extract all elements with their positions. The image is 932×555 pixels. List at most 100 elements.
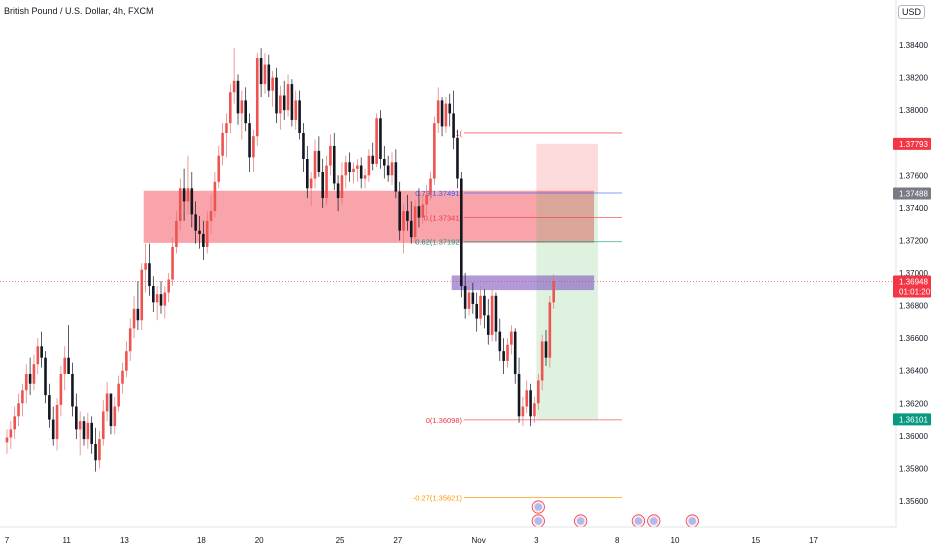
plot-area[interactable] [0,0,896,527]
candle-body[interactable] [136,308,140,321]
candle-body[interactable] [313,150,317,179]
candle-body[interactable] [182,188,186,202]
candle-body[interactable] [290,84,294,120]
candle-body[interactable] [178,188,182,221]
candle-body[interactable] [425,194,428,205]
candle-body[interactable] [202,233,205,247]
candle-body[interactable] [483,295,486,316]
candle-body[interactable] [498,331,502,352]
candle-body[interactable] [406,211,409,221]
candle-body[interactable] [90,422,93,444]
candle-body[interactable] [479,295,482,319]
candle-body[interactable] [205,220,209,247]
candle-body[interactable] [537,380,540,404]
candle-body[interactable] [325,165,328,199]
candle-body[interactable] [13,416,16,430]
candle-body[interactable] [40,346,43,358]
candle-body[interactable] [190,188,194,215]
candle-body[interactable] [78,421,82,430]
candle-body[interactable] [444,103,448,127]
candle-body[interactable] [529,390,532,417]
candle-body[interactable] [17,403,20,417]
candle-body[interactable] [152,286,155,303]
candle-body[interactable] [367,155,371,176]
candle-body[interactable] [198,230,201,234]
candle-body[interactable] [306,159,309,189]
candle-body[interactable] [463,286,467,309]
candle-body[interactable] [302,132,305,159]
candle-body[interactable] [409,220,413,238]
candle-body[interactable] [371,155,375,164]
candle-body[interactable] [163,292,167,306]
candle-body[interactable] [456,137,459,179]
candle-body[interactable] [225,123,228,133]
candle-body[interactable] [48,395,51,420]
candle-body[interactable] [332,145,336,184]
candle-body[interactable] [21,390,24,404]
candle-body[interactable] [317,150,321,173]
candle-body[interactable] [63,357,67,374]
candle-body[interactable] [510,331,513,345]
candle-body[interactable] [5,437,9,443]
candle-body[interactable] [348,162,351,173]
candle-body[interactable] [252,136,255,158]
candle-body[interactable] [525,390,529,407]
candle-body[interactable] [517,373,521,417]
candle-body[interactable] [155,294,159,303]
candle-body[interactable] [298,100,301,133]
candle-body[interactable] [375,118,378,164]
candle-body[interactable] [36,346,40,365]
currency-button[interactable]: USD [898,5,926,19]
candle-body[interactable] [82,421,86,440]
candle-body[interactable] [386,165,390,176]
candle-body[interactable] [159,294,163,306]
candle-body[interactable] [263,64,267,85]
candle-body[interactable] [490,295,494,335]
candle-body[interactable] [44,357,47,396]
candle-body[interactable] [309,178,313,189]
candle-body[interactable] [486,315,490,335]
candle-body[interactable] [109,393,113,427]
candle-body[interactable] [402,211,405,231]
candle-body[interactable] [132,308,136,329]
candle-body[interactable] [94,444,97,461]
candle-body[interactable] [75,406,78,430]
candle-body[interactable] [417,206,421,218]
candle-body[interactable] [394,162,398,192]
candle-body[interactable] [113,406,117,427]
candle-body[interactable] [552,281,555,303]
candle-body[interactable] [421,204,425,218]
candle-body[interactable] [167,279,170,293]
candle-body[interactable] [467,292,471,309]
candle-body[interactable] [540,341,544,381]
candle-body[interactable] [140,269,144,321]
candle-body[interactable] [294,100,298,120]
candle-body[interactable] [213,181,217,212]
candle-body[interactable] [471,292,475,304]
candle-body[interactable] [271,77,274,91]
candle-body[interactable] [101,411,105,440]
candle-body[interactable] [275,77,278,114]
candle-body[interactable] [59,373,63,405]
candle-body[interactable] [475,303,478,319]
candle-body[interactable] [379,118,382,159]
candle-body[interactable] [194,214,197,231]
candle-body[interactable] [548,302,552,358]
candle-body[interactable] [513,331,517,374]
candle-body[interactable] [175,220,178,247]
candle-body[interactable] [502,351,505,361]
candle-body[interactable] [448,103,452,114]
candle-body[interactable] [229,92,232,124]
candle-body[interactable] [240,100,244,114]
candle-body[interactable] [398,191,401,231]
candle-body[interactable] [321,172,324,199]
candle-body[interactable] [171,246,174,280]
time-axis[interactable] [0,527,896,551]
event-icon[interactable] [531,500,545,514]
candle-body[interactable] [121,370,124,384]
candle-body[interactable] [148,263,151,287]
candle-body[interactable] [282,95,286,111]
candle-body[interactable] [383,159,386,166]
